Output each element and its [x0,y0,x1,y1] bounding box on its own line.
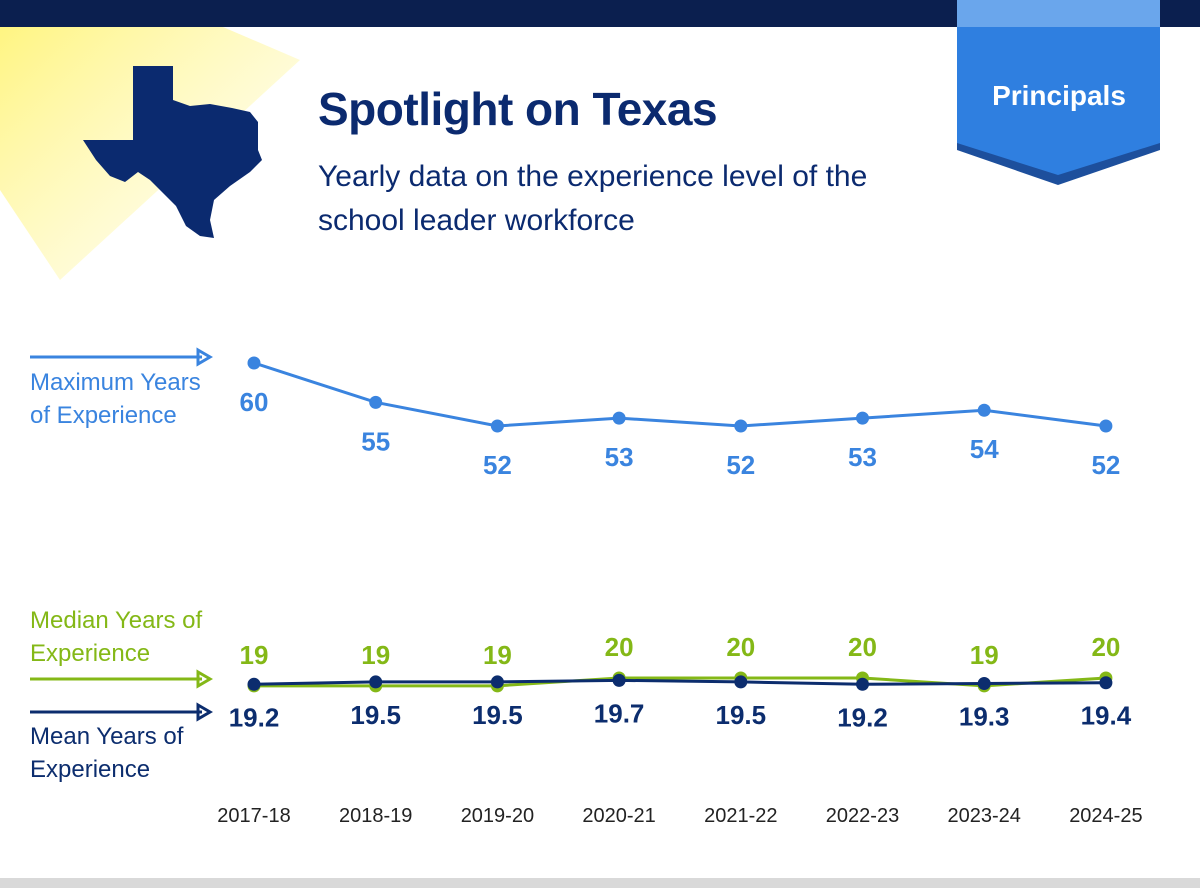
x-tick-label: 2020-21 [582,805,655,827]
x-tick-label: 2019-20 [461,805,534,827]
badge-top [957,0,1160,27]
legend-label: Mean Years of Experience [30,723,184,783]
data-label: 19 [361,640,390,670]
data-point [247,677,261,691]
data-label: 19.5 [472,700,523,730]
data-point [1099,419,1113,433]
data-label: 20 [605,632,634,662]
legend-arrowhead [196,702,213,722]
data-point [734,419,748,433]
data-point [369,395,383,409]
texas-map [83,66,262,238]
data-label: 52 [726,450,755,480]
data-label: 19.4 [1081,701,1132,731]
data-point [1099,676,1113,690]
data-label: 19.5 [715,700,766,730]
data-label: 55 [361,426,390,456]
title: Spotlight on Texas [318,83,718,135]
data-point [612,673,626,687]
data-point [490,419,504,433]
x-tick-label: 2023-24 [947,805,1020,827]
data-label: 20 [726,632,755,662]
data-point [369,675,383,689]
data-label: 20 [848,632,877,662]
data-label: 54 [970,434,999,464]
data-point [612,411,626,425]
data-point [490,675,504,689]
data-label: 52 [483,450,512,480]
data-label: 19.5 [350,700,401,730]
badge-label: Principals [992,80,1126,111]
legend-label: Median Years of Experience [30,607,203,667]
series-line [253,678,1106,686]
data-label: 53 [848,442,877,472]
data-label: 52 [1091,450,1120,480]
x-tick-label: 2017-18 [217,805,290,827]
legend-arrowhead [196,669,213,689]
data-point [734,675,748,689]
data-label: 19 [970,640,999,670]
legend-label: Maximum Years of Experience [30,369,201,429]
legend-arrowhead [196,347,213,367]
data-label: 19.2 [837,702,888,732]
data-point [247,356,261,370]
series-line [253,361,1107,428]
data-label: 19.2 [229,702,280,732]
data-label: 19.3 [959,702,1010,732]
x-tick-label: 2024-25 [1069,805,1142,827]
data-label: 53 [605,442,634,472]
data-point [856,411,869,425]
data-label: 60 [240,387,269,417]
data-label: 19 [240,640,269,670]
x-tick-label: 2018-19 [339,805,412,827]
bottom-bar [0,878,1200,888]
data-label: 20 [1091,632,1120,662]
subtitle: Yearly data on the experience level of t… [318,160,868,237]
data-point [977,403,991,417]
x-tick-label: 2021-22 [704,805,777,827]
data-point [977,677,991,691]
data-label: 19.7 [594,698,645,728]
x-tick-label: 2022-23 [826,805,899,827]
badge [957,0,1160,175]
data-label: 19 [483,640,512,670]
data-point [856,677,869,691]
